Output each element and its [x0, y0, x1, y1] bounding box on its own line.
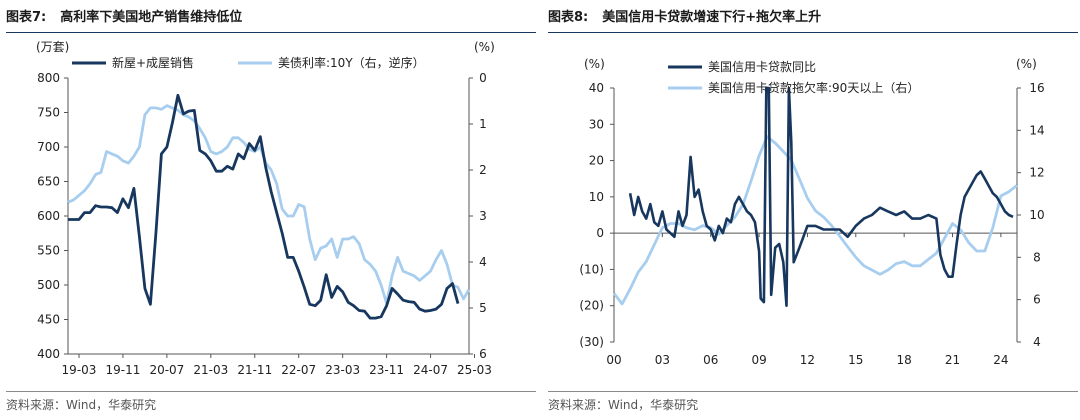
source-rule	[548, 391, 1078, 392]
left-unit-label: (%)	[584, 57, 605, 71]
right-tick-label: 14	[1029, 123, 1044, 137]
left-tick-label: 400	[37, 347, 60, 361]
x-tick-label: 21-03	[193, 363, 228, 377]
x-tick-label: 20-07	[149, 363, 184, 377]
left-tick-label: 20	[589, 154, 604, 168]
series-line-treasury-10y	[67, 104, 471, 305]
left-tick-label: 750	[37, 106, 60, 120]
left-tick-label: 10	[589, 190, 604, 204]
right-tick-label: 12	[1029, 166, 1044, 180]
series-line-home-sales	[68, 93, 460, 320]
right-tick-label: 4	[1033, 335, 1041, 349]
chart-panel-credit-card: 图表8: 美国信用卡贷款增速下行+拖欠率上升 (%) (%) (30) (20) (10)…	[548, 0, 1078, 420]
legend-label-delinquency-rate: 美国信用卡贷款拖欠率:90天以上（右）	[708, 80, 919, 95]
chart-title-text: 美国信用卡贷款增速下行+拖欠率上升	[602, 10, 822, 25]
x-tick-label: 19-03	[62, 363, 97, 377]
right-tick-label: 5	[479, 301, 487, 315]
x-tick-label: 19-11	[105, 363, 140, 377]
right-tick-label: 2	[479, 163, 487, 177]
x-tick-label: 00	[606, 353, 621, 367]
x-tick-label: 09	[751, 353, 766, 367]
legend-label-home-sales: 新屋+成屋销售	[112, 55, 194, 70]
x-tick-label: 21	[945, 353, 960, 367]
right-tick-label: 0	[479, 71, 487, 85]
left-tick-label: 30	[589, 117, 604, 131]
series-line-delinquency-rate	[612, 135, 1018, 306]
right-unit-label: (%)	[1016, 57, 1037, 71]
legend-label-treasury-10y: 美债利率:10Y（右，逆序）	[278, 55, 425, 70]
left-unit-label: (万套)	[36, 40, 69, 54]
legend-label-loan-growth: 美国信用卡贷款同比	[708, 60, 816, 74]
left-tick-label: 550	[37, 244, 60, 258]
title-rule	[548, 32, 1078, 33]
left-tick-label: 650	[37, 175, 60, 189]
x-tick-label: 12	[800, 353, 815, 367]
chart-title-text: 高利率下美国地产销售维持低位	[60, 10, 243, 25]
left-tick-label: (30)	[579, 335, 604, 349]
x-tick-label: 15	[848, 353, 863, 367]
right-tick-label: 6	[1033, 293, 1041, 307]
left-tick-label: 800	[37, 71, 60, 85]
left-tick-label: 0	[596, 226, 604, 240]
chart-title: 图表7: 高利率下美国地产销售维持低位	[6, 6, 242, 25]
right-tick-label: 1	[479, 117, 487, 131]
right-tick-label: 4	[479, 255, 487, 269]
x-tick-label: 23-11	[369, 363, 404, 377]
chart-number: 图表8:	[548, 10, 589, 25]
x-tick-label: 22-07	[281, 363, 316, 377]
left-tick-label: (20)	[579, 299, 604, 313]
left-tick-label: 450	[37, 313, 60, 327]
left-tick-label: 40	[589, 81, 604, 95]
right-tick-label: 16	[1029, 81, 1044, 95]
chart-number: 图表7:	[6, 10, 47, 25]
title-rule	[6, 32, 536, 33]
x-tick-label: 21-11	[237, 363, 272, 377]
housing-rate-chart: (万套) (%) 400 450 500 550 600 650 700 750 800 0 1 2 3 4 5…	[36, 40, 495, 377]
right-tick-label: 6	[479, 347, 487, 361]
source-note: 资料来源：Wind，华泰研究	[548, 398, 699, 412]
right-tick-label: 10	[1029, 208, 1044, 222]
left-tick-label: (10)	[579, 262, 604, 276]
x-tick-label: 25-03	[457, 363, 492, 377]
chart-panel-housing: 图表7: 高利率下美国地产销售维持低位 (万套) (%) 400 450 500 550 60…	[6, 0, 536, 420]
chart-title: 图表8: 美国信用卡贷款增速下行+拖欠率上升	[548, 6, 821, 25]
x-tick-label: 06	[703, 353, 718, 367]
x-tick-label: 24-07	[413, 363, 448, 377]
x-tick-label: 03	[655, 353, 670, 367]
series-line-loan-growth	[628, 86, 1014, 308]
x-tick-label: 24	[993, 353, 1008, 367]
source-note: 资料来源：Wind，华泰研究	[6, 398, 157, 412]
x-tick-label: 18	[897, 353, 912, 367]
left-tick-label: 700	[37, 140, 60, 154]
source-rule	[6, 391, 536, 392]
left-tick-label: 600	[37, 209, 60, 223]
right-unit-label: (%)	[474, 40, 495, 54]
x-tick-label: 23-03	[325, 363, 360, 377]
left-tick-label: 500	[37, 278, 60, 292]
right-tick-label: 8	[1033, 250, 1041, 264]
credit-card-chart: (%) (%) (30) (20) (10) 0 10 20 30 40 4 6 8 10 12 14 16 00…	[579, 57, 1044, 367]
right-tick-label: 3	[479, 209, 487, 223]
